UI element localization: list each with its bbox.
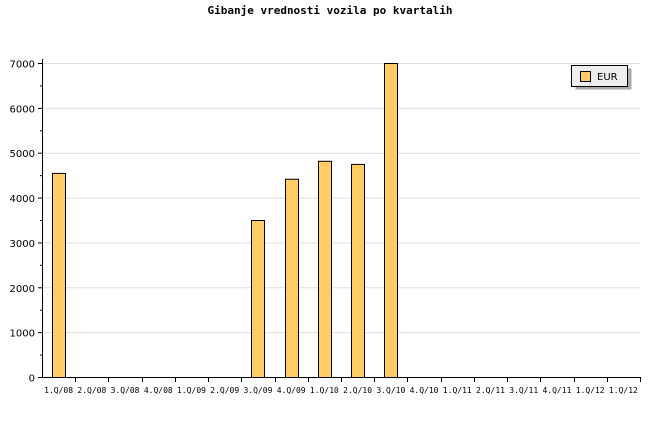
- x-tick-label: 4.Q/11: [542, 386, 571, 395]
- x-tick-label: 2.Q/11: [476, 386, 505, 395]
- y-tick-label: 2000: [10, 284, 35, 295]
- bar: [318, 160, 332, 378]
- y-tick-label: 6000: [10, 104, 35, 115]
- bar: [285, 178, 299, 378]
- x-tick-label: 1.Q/08: [44, 386, 73, 395]
- y-tick-label: 0: [29, 374, 35, 385]
- x-tick-label: 2.Q/08: [77, 386, 106, 395]
- x-tick-label: 1.Q/11: [443, 386, 472, 395]
- y-tick-label: 4000: [10, 194, 35, 205]
- legend-label: EUR: [597, 72, 618, 83]
- y-tick-label: 7000: [10, 60, 35, 71]
- x-tick-label: 4.Q/10: [410, 386, 439, 395]
- y-tick-label: 1000: [10, 329, 35, 340]
- y-tick-label: 3000: [10, 239, 35, 250]
- x-tick-label: 3.Q/08: [111, 386, 140, 395]
- legend-swatch: [580, 71, 591, 82]
- x-tick-label: 1.Q/09: [177, 386, 206, 395]
- x-tick-label: 3.Q/09: [243, 386, 272, 395]
- y-tick-label: 5000: [10, 149, 35, 160]
- x-tick-label: 4.Q/08: [144, 386, 173, 395]
- x-tick-label: 1.Q/12: [576, 386, 605, 395]
- bar: [384, 63, 398, 378]
- x-tick-label: 2.Q/10: [343, 386, 372, 395]
- x-tick-label: 2.Q/09: [210, 386, 239, 395]
- x-tick-label: 3.Q/10: [376, 386, 405, 395]
- bar: [251, 220, 265, 378]
- bar: [52, 172, 66, 378]
- x-tick-label: 3.Q/11: [509, 386, 538, 395]
- x-tick-label: 4.Q/09: [277, 386, 306, 395]
- bar: [351, 163, 365, 378]
- x-tick-label: 1.Q/10: [310, 386, 339, 395]
- x-tick-label: 1.Q/12: [609, 386, 638, 395]
- chart-title: Gibanje vrednosti vozila po kvartalih: [207, 4, 453, 17]
